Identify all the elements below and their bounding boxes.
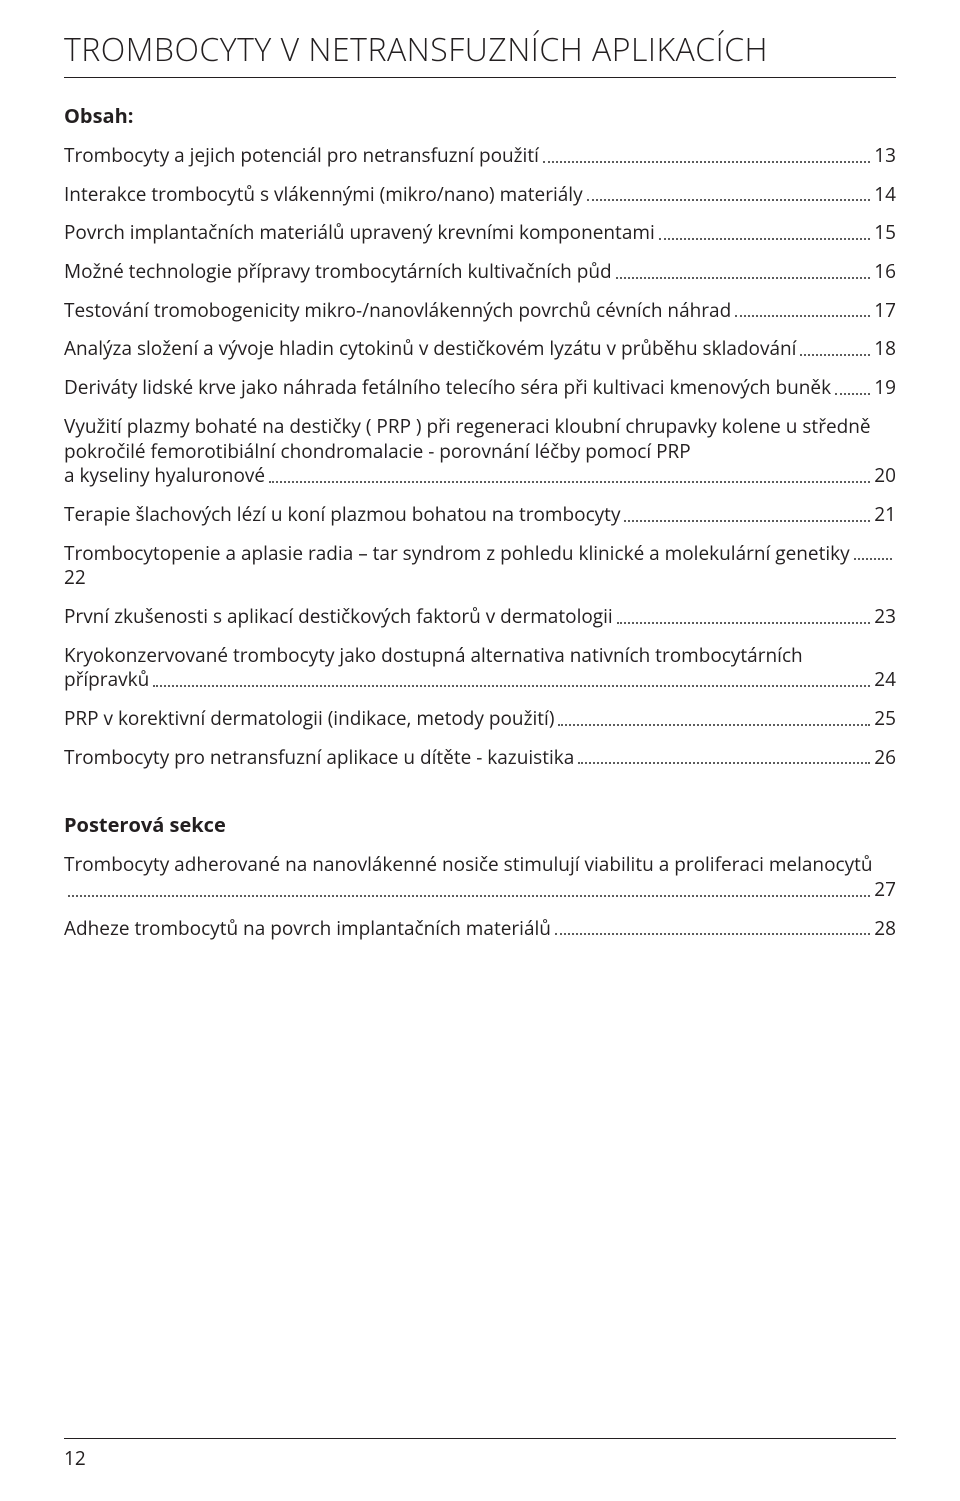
toc-text: přípravků bbox=[64, 667, 149, 692]
toc-text: Kryokonzervované trombocyty jako dostupn… bbox=[64, 643, 896, 668]
toc-last-line: přípravků 24 bbox=[64, 667, 896, 692]
toc-page: 22 bbox=[64, 565, 86, 590]
toc-leader bbox=[616, 277, 871, 279]
toc-leader bbox=[269, 481, 870, 483]
toc-leader bbox=[558, 724, 870, 726]
toc-text: Adheze trombocytů na povrch implantačníc… bbox=[64, 916, 551, 941]
toc-page: 21 bbox=[874, 502, 896, 527]
toc-text: Využití plazmy bohaté na destičky ( PRP … bbox=[64, 414, 896, 463]
toc-page: 24 bbox=[874, 667, 896, 692]
toc-text: Analýza složení a vývoje hladin cytokinů… bbox=[64, 336, 796, 361]
page: TROMBOCYTY V NETRANSFUZNÍCH APLIKACÍCH O… bbox=[0, 0, 960, 1501]
toc-text: PRP v korektivní dermatologii (indikace,… bbox=[64, 706, 554, 731]
toc-page: 25 bbox=[874, 706, 896, 731]
toc_poster-entry: Trombocyty adherované na nanovlákenné no… bbox=[64, 852, 896, 901]
toc-leader bbox=[854, 558, 892, 560]
toc_main-entry: Trombocyty a jejich potenciál pro netran… bbox=[64, 143, 896, 168]
toc-leader bbox=[587, 199, 871, 201]
toc-leader bbox=[555, 933, 870, 935]
toc-last-line: a kyseliny hyaluronové 20 bbox=[64, 463, 896, 488]
toc_main-entry: Analýza složení a vývoje hladin cytokinů… bbox=[64, 336, 896, 361]
toc_main-entry: První zkušenosti s aplikací destičkových… bbox=[64, 604, 896, 629]
toc-page: 26 bbox=[874, 745, 896, 770]
toc-text: Testování tromobogenicity mikro-/nanovlá… bbox=[64, 298, 731, 323]
toc_main-entry: Deriváty lidské krve jako náhrada fetáln… bbox=[64, 375, 896, 400]
toc-leader bbox=[617, 622, 871, 624]
contents-heading: Obsah: bbox=[64, 102, 896, 129]
toc_main-entry: Interakce trombocytů s vlákennými (mikro… bbox=[64, 182, 896, 207]
toc-leader bbox=[543, 161, 870, 163]
toc-page: 13 bbox=[874, 143, 896, 168]
toc-page: 20 bbox=[874, 463, 896, 488]
toc-page: 15 bbox=[874, 220, 896, 245]
toc_main-entry: Trombocyty pro netransfuzní aplikace u d… bbox=[64, 745, 896, 770]
page-title: TROMBOCYTY V NETRANSFUZNÍCH APLIKACÍCH bbox=[64, 28, 896, 78]
toc_main-entry: Možné technologie přípravy trombocytární… bbox=[64, 259, 896, 284]
toc-page: 19 bbox=[874, 375, 896, 400]
toc-text: Trombocyty adherované na nanovlákenné no… bbox=[64, 852, 873, 877]
footer-rule bbox=[64, 1438, 896, 1439]
toc-page: 14 bbox=[874, 182, 896, 207]
toc-text: a kyseliny hyaluronové bbox=[64, 463, 265, 488]
toc-leader bbox=[735, 315, 870, 317]
toc-text: Trombocytopenie a aplasie radia – tar sy… bbox=[64, 541, 850, 566]
toc_main-entry: Kryokonzervované trombocyty jako dostupn… bbox=[64, 643, 896, 692]
toc_main-entry: Terapie šlachových lézí u koní plazmou b… bbox=[64, 502, 896, 527]
toc-main: Trombocyty a jejich potenciál pro netran… bbox=[64, 143, 896, 769]
toc-leader bbox=[800, 354, 870, 356]
toc-leader bbox=[68, 895, 870, 897]
toc-leader bbox=[835, 393, 870, 395]
page-number: 12 bbox=[64, 1445, 86, 1471]
toc-page: 28 bbox=[874, 916, 896, 941]
toc-page: 18 bbox=[874, 336, 896, 361]
toc_poster-entry: Adheze trombocytů na povrch implantačníc… bbox=[64, 916, 896, 941]
toc-page: 16 bbox=[874, 259, 896, 284]
toc-text: Trombocyty a jejich potenciál pro netran… bbox=[64, 143, 539, 168]
toc-page: 23 bbox=[874, 604, 896, 629]
toc-page: 17 bbox=[874, 298, 896, 323]
toc-poster: Trombocyty adherované na nanovlákenné no… bbox=[64, 852, 896, 940]
toc-text: Deriváty lidské krve jako náhrada fetáln… bbox=[64, 375, 831, 400]
toc_main-entry: Povrch implantačních materiálů upravený … bbox=[64, 220, 896, 245]
toc-text: Možné technologie přípravy trombocytární… bbox=[64, 259, 612, 284]
toc-text: Terapie šlachových lézí u koní plazmou b… bbox=[64, 502, 620, 527]
toc-text: Povrch implantačních materiálů upravený … bbox=[64, 220, 655, 245]
toc_main-entry: Testování tromobogenicity mikro-/nanovlá… bbox=[64, 298, 896, 323]
toc_main-entry: Trombocytopenie a aplasie radia – tar sy… bbox=[64, 541, 896, 590]
poster-section-heading: Posterová sekce bbox=[64, 811, 896, 838]
toc-page: 27 bbox=[874, 877, 896, 902]
toc_main-entry: PRP v korektivní dermatologii (indikace,… bbox=[64, 706, 896, 731]
toc-text: První zkušenosti s aplikací destičkových… bbox=[64, 604, 613, 629]
toc-text: Interakce trombocytů s vlákennými (mikro… bbox=[64, 182, 583, 207]
toc-leader bbox=[153, 685, 870, 687]
toc-leader bbox=[659, 238, 870, 240]
toc-text: Trombocyty pro netransfuzní aplikace u d… bbox=[64, 745, 574, 770]
toc_main-entry: Využití plazmy bohaté na destičky ( PRP … bbox=[64, 414, 896, 488]
toc-leader bbox=[578, 762, 870, 764]
toc-leader bbox=[624, 520, 870, 522]
